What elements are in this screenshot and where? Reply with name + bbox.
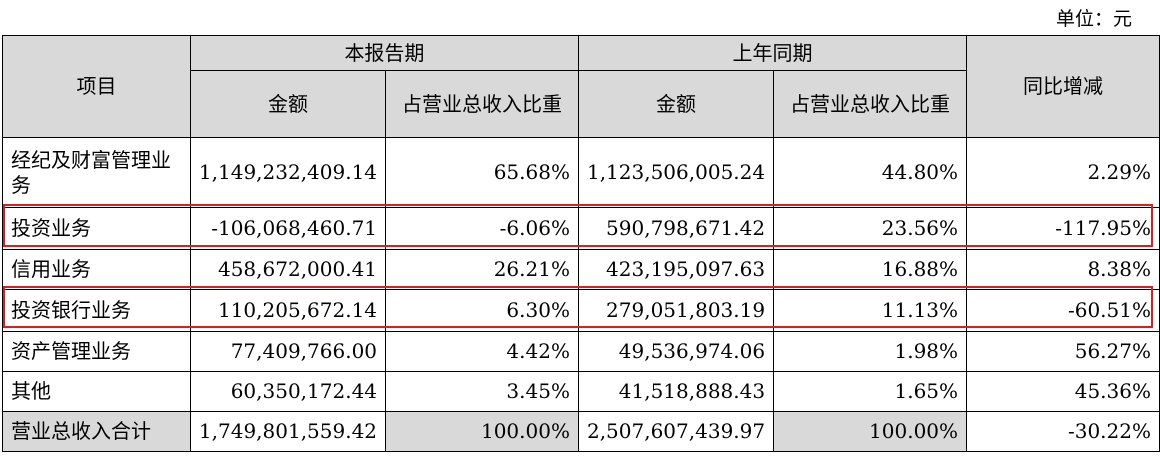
prior-amount: 279,051,803.19 bbox=[577, 289, 775, 332]
table-row: 信用业务 458,672,000.41 26.21% 423,195,097.63 16… bbox=[2, 249, 1160, 290]
prior-amount: 49,536,974.06 bbox=[577, 331, 775, 372]
header-prior-period: 上年同期 bbox=[577, 35, 968, 71]
current-amount: 110,205,672.14 bbox=[189, 289, 387, 332]
prior-ratio: 16.88% bbox=[773, 249, 968, 290]
prior-ratio: 44.80% bbox=[773, 137, 968, 208]
yoy-change: 2.29% bbox=[966, 137, 1160, 208]
row-label: 营业总收入合计 bbox=[2, 411, 191, 452]
header-current-amount: 金额 bbox=[189, 70, 387, 138]
revenue-table: 项目 本报告期 上年同期 同比增减 金额 占营业总收入比重 金额 占营业总收入比… bbox=[2, 35, 1160, 452]
table-row: 投资银行业务 110,205,672.14 6.30% 279,051,803.19 1… bbox=[2, 289, 1160, 332]
header-current-ratio: 占营业总收入比重 bbox=[385, 70, 579, 138]
current-ratio: 100.00% bbox=[385, 411, 579, 452]
table-row: 资产管理业务 77,409,766.00 4.42% 49,536,974.06 1.9… bbox=[2, 331, 1160, 372]
table-row: 经纪及财富管理业务 1,149,232,409.14 65.68% 1,123,506… bbox=[2, 137, 1160, 208]
row-label: 投资银行业务 bbox=[2, 289, 191, 332]
current-ratio: 6.30% bbox=[385, 289, 579, 332]
header-prior-ratio: 占营业总收入比重 bbox=[773, 70, 968, 138]
current-ratio: 65.68% bbox=[385, 137, 579, 208]
prior-ratio: 23.56% bbox=[773, 207, 968, 250]
table-row: 投资业务 -106,068,460.71 -6.06% 590,798,671.42 2… bbox=[2, 207, 1160, 250]
prior-amount: 423,195,097.63 bbox=[577, 249, 775, 290]
total-row: 营业总收入合计 1,749,801,559.42 100.00% 2,507,6… bbox=[2, 411, 1160, 452]
current-amount: 1,149,232,409.14 bbox=[189, 137, 387, 208]
yoy-change: 8.38% bbox=[966, 249, 1160, 290]
header-yoy: 同比增减 bbox=[966, 35, 1160, 138]
prior-amount: 590,798,671.42 bbox=[577, 207, 775, 250]
current-amount: 60,350,172.44 bbox=[189, 371, 387, 412]
yoy-change: -60.51% bbox=[966, 289, 1160, 332]
current-ratio: 3.45% bbox=[385, 371, 579, 412]
header-prior-amount: 金额 bbox=[577, 70, 775, 138]
unit-label: 单位：元 bbox=[1055, 8, 1132, 30]
header-current-period: 本报告期 bbox=[189, 35, 579, 71]
current-amount: -106,068,460.71 bbox=[189, 207, 387, 250]
row-label: 投资业务 bbox=[2, 207, 191, 250]
prior-amount: 1,123,506,005.24 bbox=[577, 137, 775, 208]
current-amount: 1,749,801,559.42 bbox=[189, 411, 387, 452]
yoy-change: -30.22% bbox=[966, 411, 1160, 452]
table-row: 其他 60,350,172.44 3.45% 41,518,888.43 1.65% 45… bbox=[2, 371, 1160, 412]
prior-amount: 41,518,888.43 bbox=[577, 371, 775, 412]
prior-amount: 2,507,607,439.97 bbox=[577, 411, 775, 452]
yoy-change: 56.27% bbox=[966, 331, 1160, 372]
row-label: 信用业务 bbox=[2, 249, 191, 290]
yoy-change: 45.36% bbox=[966, 371, 1160, 412]
header-item: 项目 bbox=[2, 35, 191, 138]
prior-ratio: 11.13% bbox=[773, 289, 968, 332]
prior-ratio: 100.00% bbox=[773, 411, 968, 452]
current-amount: 458,672,000.41 bbox=[189, 249, 387, 290]
prior-ratio: 1.65% bbox=[773, 371, 968, 412]
current-ratio: 4.42% bbox=[385, 331, 579, 372]
current-ratio: 26.21% bbox=[385, 249, 579, 290]
current-amount: 77,409,766.00 bbox=[189, 331, 387, 372]
row-label: 资产管理业务 bbox=[2, 331, 191, 372]
yoy-change: -117.95% bbox=[966, 207, 1160, 250]
row-label: 其他 bbox=[2, 371, 191, 412]
row-label: 经纪及财富管理业务 bbox=[2, 137, 191, 208]
current-ratio: -6.06% bbox=[385, 207, 579, 250]
prior-ratio: 1.98% bbox=[773, 331, 968, 372]
